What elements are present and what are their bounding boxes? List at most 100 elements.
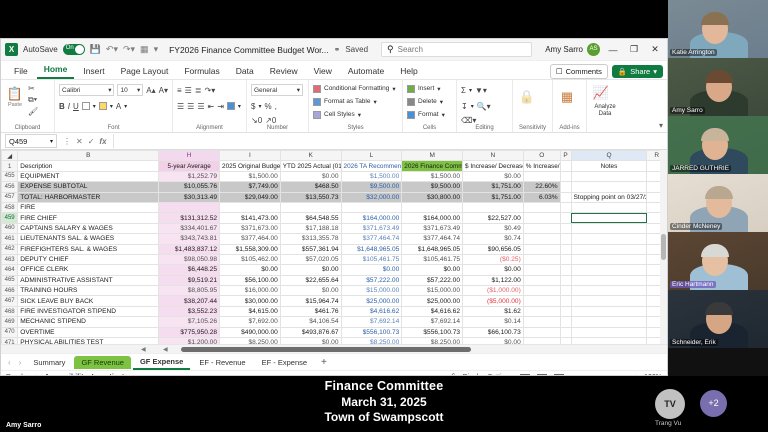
overflow-participants-badge[interactable]: +2 bbox=[700, 390, 727, 417]
cell-percent-increase[interactable] bbox=[522, 295, 561, 307]
cell-2026-ta-recommended[interactable] bbox=[340, 201, 403, 214]
tab-home[interactable]: Home bbox=[36, 62, 75, 79]
font-color-icon[interactable]: A bbox=[115, 101, 122, 111]
formula-input[interactable] bbox=[112, 134, 663, 148]
cell-2026-fc-recommended[interactable]: $371,673.49 bbox=[401, 222, 464, 235]
cell-ytd-2025-actual[interactable]: $22,655.64 bbox=[279, 274, 342, 287]
share-button[interactable]: 🔒 Share ▾ bbox=[611, 65, 663, 78]
decrease-indent-icon[interactable]: ⇤ bbox=[207, 101, 215, 111]
cell-2025-original-budget[interactable]: $105,462.00 bbox=[219, 253, 281, 266]
select-all-corner[interactable]: ◢ bbox=[1, 150, 19, 162]
cell-5-year-average[interactable]: $9,519.21 bbox=[158, 274, 221, 287]
cell-blank-p[interactable] bbox=[559, 181, 572, 193]
user-account[interactable]: Amy Sarro AS bbox=[545, 43, 600, 56]
format-cells-button[interactable]: Format ▾ bbox=[407, 108, 452, 121]
cell-description[interactable]: CAPTAINS SALARY & WAGES bbox=[17, 222, 160, 235]
cell-2026-fc-recommended[interactable] bbox=[401, 201, 464, 214]
cell-ytd-2025-actual[interactable]: $461.76 bbox=[279, 305, 342, 318]
add-ins-button[interactable]: ▦ bbox=[560, 89, 574, 104]
table-row[interactable]: 468 FIRE INVESTIGATOR STIPEND $3,552.23 $4,… bbox=[1, 305, 667, 318]
cell-percent-increase[interactable] bbox=[522, 212, 561, 224]
cell-2025-original-budget[interactable] bbox=[219, 201, 281, 214]
cell-blank-p[interactable] bbox=[559, 253, 572, 266]
cell-blank-p[interactable] bbox=[559, 243, 572, 255]
column-header-l[interactable]: L bbox=[340, 150, 403, 162]
column-header-i[interactable]: I bbox=[219, 150, 281, 162]
cell-2025-original-budget[interactable]: $7,749.00 bbox=[219, 181, 281, 193]
cell-2026-fc-recommended[interactable]: $1,648,965.05 bbox=[401, 243, 464, 255]
cell-2026-fc-recommended[interactable]: $164,000.00 bbox=[401, 212, 464, 224]
cell-description[interactable]: LIEUTENANTS SAL. & WAGES bbox=[17, 233, 160, 245]
cell-dollar-increase[interactable]: ($5,000.00) bbox=[462, 295, 524, 307]
column-header-m[interactable]: M bbox=[401, 150, 464, 162]
table-row[interactable]: 455 EQUIPMENT $1,252.79 $1,500.00 $0.00 $1,50… bbox=[1, 170, 667, 183]
cell-2025-original-budget[interactable]: $141,473.00 bbox=[219, 212, 281, 224]
cell-5-year-average[interactable]: $98,050.98 bbox=[158, 253, 221, 266]
zoom-out-button[interactable]: − bbox=[571, 374, 575, 375]
cell-description[interactable]: OFFICE CLERK bbox=[17, 264, 160, 276]
cell-percent-increase[interactable] bbox=[522, 274, 561, 287]
row-number[interactable]: 460 bbox=[1, 222, 19, 235]
enter-icon[interactable]: ✓ bbox=[87, 136, 95, 146]
borders-icon[interactable] bbox=[81, 102, 90, 110]
cell-description[interactable]: TRAINING HOURS bbox=[17, 285, 160, 297]
paste-button[interactable]: 📋 Paste bbox=[6, 86, 24, 108]
decrease-decimal-icon[interactable]: ↗0 bbox=[265, 115, 277, 125]
cell-5-year-average[interactable]: $10,055.76 bbox=[158, 181, 221, 193]
cell-description[interactable]: FIRE INVESTIGATOR STIPEND bbox=[17, 305, 160, 318]
cell-2026-ta-recommended[interactable]: $7,692.14 bbox=[340, 316, 403, 328]
video-tile[interactable]: Schneider, Erik bbox=[668, 290, 768, 348]
cell-2026-fc-recommended[interactable]: $57,222.00 bbox=[401, 274, 464, 287]
cell-percent-increase[interactable] bbox=[522, 264, 561, 276]
prev-sheet-icon[interactable]: ‹ bbox=[8, 357, 11, 367]
table-row[interactable]: 462 FIREFIGHTERS SAL. & WAGES $1,483,837.1… bbox=[1, 243, 667, 255]
cell-dollar-increase[interactable] bbox=[462, 201, 524, 214]
copy-icon[interactable]: ⧉▾ bbox=[28, 95, 38, 104]
cell-ytd-2025-actual[interactable]: $0.00 bbox=[279, 170, 342, 183]
zoom-level[interactable]: 100% bbox=[644, 374, 662, 375]
cell-2026-ta-recommended[interactable]: $15,000.00 bbox=[340, 285, 403, 297]
cell-ytd-2025-actual[interactable]: $57,020.05 bbox=[279, 253, 342, 266]
italic-button[interactable]: I bbox=[67, 101, 71, 111]
cell-blank-p[interactable] bbox=[559, 201, 572, 214]
cell-notes[interactable] bbox=[570, 201, 648, 214]
cell-2026-fc-recommended[interactable]: $4,616.62 bbox=[401, 305, 464, 318]
cell-styles-button[interactable]: Cell Styles ▾ bbox=[313, 108, 398, 121]
align-left-icon[interactable]: ☰ bbox=[177, 101, 185, 111]
cell-notes[interactable] bbox=[570, 253, 648, 266]
cell-ytd-2025-actual[interactable]: $4,106.54 bbox=[279, 316, 342, 328]
tab-review[interactable]: Review bbox=[269, 66, 298, 76]
cell-description[interactable]: FIRE bbox=[17, 201, 160, 214]
comments-button[interactable]: ☐ Comments bbox=[549, 64, 608, 79]
delete-cells-button[interactable]: Delete ▾ bbox=[407, 95, 452, 108]
collapse-ribbon-icon[interactable]: ▾ bbox=[658, 121, 663, 130]
cell-2025-original-budget[interactable]: $7,692.00 bbox=[219, 316, 281, 328]
cell-description[interactable]: FIREFIGHTERS SAL. & WAGES bbox=[17, 243, 160, 255]
fill-color-icon[interactable] bbox=[98, 102, 107, 110]
cell-blank-p[interactable] bbox=[559, 222, 572, 235]
cell-2025-original-budget[interactable]: $371,673.00 bbox=[219, 222, 281, 235]
cell-2025-original-budget[interactable]: $377,464.00 bbox=[219, 233, 281, 245]
autosum-icon[interactable]: Σ bbox=[461, 85, 466, 95]
find-select-icon[interactable]: 🔍▾ bbox=[476, 101, 491, 111]
cell-notes[interactable] bbox=[570, 274, 648, 287]
cell-notes[interactable] bbox=[570, 295, 648, 307]
scroll-left-icon-2[interactable]: ◀ bbox=[163, 347, 168, 353]
insert-function-icon[interactable]: fx bbox=[99, 136, 107, 146]
cell-description[interactable]: ADMINISTRATIVE ASSISTANT bbox=[17, 274, 160, 287]
cell-ytd-2025-actual[interactable]: $17,188.18 bbox=[279, 222, 342, 235]
cell-2026-ta-recommended[interactable]: $0.00 bbox=[340, 264, 403, 276]
cell-percent-increase[interactable] bbox=[522, 253, 561, 266]
cell-dollar-increase[interactable]: $1,751.00 bbox=[462, 191, 524, 203]
cell-ytd-2025-actual[interactable] bbox=[279, 201, 342, 214]
vertical-scrollbar[interactable] bbox=[660, 150, 667, 344]
insert-cells-button[interactable]: Insert ▾ bbox=[407, 82, 452, 95]
cell-ytd-2025-actual[interactable]: $64,548.55 bbox=[279, 212, 342, 224]
tab-help[interactable]: Help bbox=[400, 66, 418, 76]
cell-2026-ta-recommended[interactable]: $1,500.00 bbox=[340, 170, 403, 183]
column-header-h[interactable]: H bbox=[158, 150, 221, 162]
video-tile[interactable]: Eric Hartmann bbox=[668, 232, 768, 290]
video-tile[interactable]: Amy Sarro bbox=[668, 58, 768, 116]
cell-2025-original-budget[interactable]: $4,615.00 bbox=[219, 305, 281, 318]
cell-notes[interactable] bbox=[570, 337, 648, 344]
